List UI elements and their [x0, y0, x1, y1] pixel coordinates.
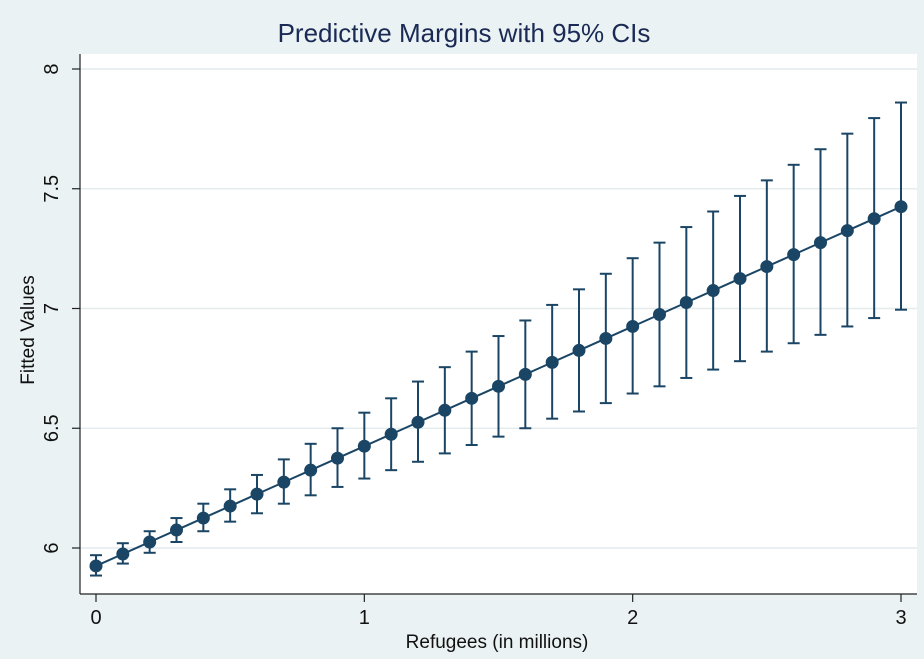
y-tick-label: 6.5	[41, 414, 63, 442]
data-point	[840, 224, 854, 238]
data-point	[572, 343, 586, 357]
data-point	[599, 331, 613, 345]
data-point	[196, 511, 210, 525]
data-point	[143, 535, 157, 549]
axes-layer: 6 6.5 7 7.5 8 0 1 2 3	[41, 54, 917, 629]
data-point	[653, 307, 666, 321]
data-point	[277, 475, 291, 489]
data-point	[518, 367, 532, 381]
data-point	[384, 427, 398, 441]
x-tick-label: 1	[359, 607, 370, 629]
data-point	[465, 391, 479, 405]
data-point	[787, 248, 801, 262]
data-point	[223, 499, 237, 513]
y-tick-label: 7.5	[41, 175, 63, 203]
data-point	[626, 319, 640, 333]
x-tick-label: 0	[90, 607, 101, 629]
x-axis-label: Refugees (in millions)	[406, 632, 589, 653]
x-tick-label: 3	[895, 607, 906, 629]
data-point	[331, 451, 344, 465]
data-point	[492, 379, 505, 393]
x-tick-label: 2	[627, 607, 638, 629]
data-point	[894, 200, 908, 214]
data-point	[357, 439, 371, 453]
y-tick-label: 6	[41, 542, 63, 553]
data-point	[438, 403, 452, 417]
series-layer	[89, 101, 908, 577]
data-point	[411, 415, 425, 429]
chart-title: Predictive Margins with 95% CIs	[278, 18, 651, 48]
data-point	[679, 296, 693, 310]
y-tick-label: 7	[41, 303, 63, 314]
data-point	[304, 463, 318, 477]
data-point	[89, 559, 103, 573]
data-point	[760, 260, 774, 274]
plot-area	[80, 54, 917, 594]
data-point	[814, 236, 827, 250]
data-point	[733, 272, 747, 286]
data-point	[706, 284, 720, 298]
data-point	[250, 487, 264, 501]
data-point	[170, 523, 183, 537]
y-axis-label: Fitted Values	[18, 275, 39, 384]
data-point	[545, 355, 559, 369]
data-point	[116, 547, 130, 561]
data-point	[867, 212, 881, 226]
y-tick-label: 8	[41, 63, 63, 74]
grid-layer	[80, 68, 917, 549]
